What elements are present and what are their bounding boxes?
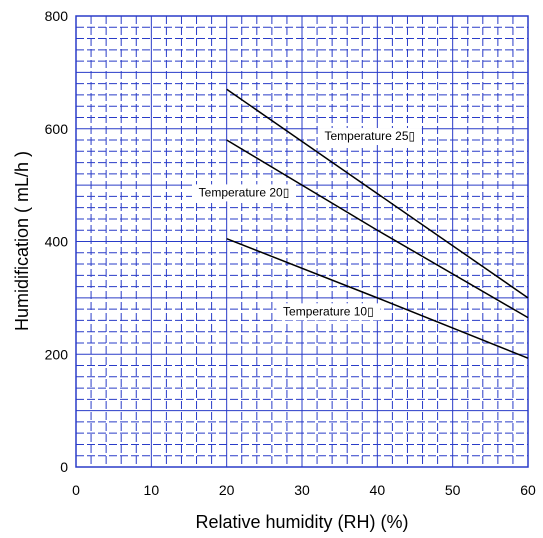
plot-frame (75, 15, 529, 468)
x-tick-label: 20 (219, 482, 235, 498)
series-label: Temperature 25▯ (324, 129, 415, 143)
y-tick-label: 800 (45, 8, 69, 24)
y-tick-label: 0 (60, 459, 68, 475)
x-tick-label: 60 (520, 482, 536, 498)
y-tick-label: 200 (45, 346, 69, 362)
plot-grid (75, 15, 529, 468)
y-axis-title: Humidification ( mL/h ) (12, 151, 32, 331)
series-line (226, 237, 529, 359)
series-label-background (191, 184, 296, 202)
x-tick-label: 30 (294, 482, 310, 498)
series-line (226, 88, 529, 299)
series-lines: Temperature 25▯ Temperature 20▯ Temperatur… (191, 88, 529, 359)
y-tick-label: 400 (45, 234, 69, 250)
x-tick-label: 50 (445, 482, 461, 498)
x-tick-label: 40 (370, 482, 386, 498)
series-label: Temperature 20▯ (199, 185, 290, 199)
y-tick-label: 600 (45, 121, 69, 137)
series-line (226, 139, 529, 319)
x-tick-label: 10 (144, 482, 160, 498)
series-label-background (317, 128, 422, 146)
series-label-background (276, 303, 381, 321)
series-label: Temperature 10▯ (283, 304, 374, 318)
x-axis-title: Relative humidity (RH) (%) (195, 512, 408, 532)
x-tick-label: 0 (72, 482, 80, 498)
